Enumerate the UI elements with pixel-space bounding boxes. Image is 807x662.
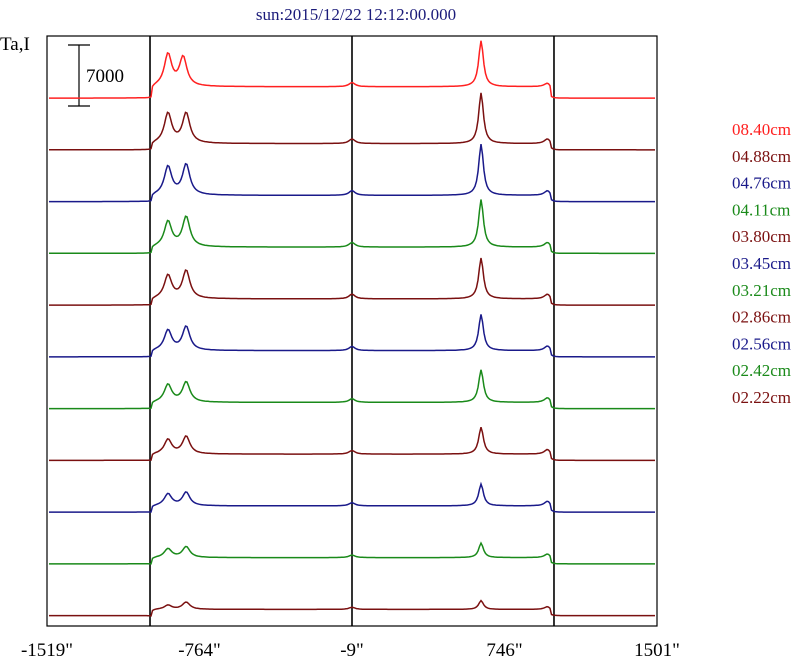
x-tick-label: 1501" <box>634 640 680 661</box>
legend-entry: 02.22cm <box>732 388 791 407</box>
series-line-02.86cm <box>49 427 655 462</box>
legend-entry: 02.86cm <box>732 308 791 327</box>
legend-entry: 02.56cm <box>732 334 791 353</box>
x-tick-label: 746" <box>486 640 522 661</box>
x-tick-label: -764" <box>178 640 221 661</box>
scale-bar-label: 7000 <box>86 66 124 87</box>
series-lines <box>49 40 655 617</box>
chart-title: sun:2015/12/22 12:12:00.000 <box>256 5 456 24</box>
series-line-02.56cm <box>49 481 655 513</box>
series-line-04.76cm <box>49 143 655 203</box>
series-line-02.22cm <box>49 599 655 617</box>
x-tick-label: -9" <box>340 640 364 661</box>
series-line-03.45cm <box>49 314 655 358</box>
legend: 08.40cm 04.88cm 04.76cm 04.11cm 03.80cm 03.45… <box>732 120 791 407</box>
legend-entry: 03.21cm <box>732 281 791 300</box>
legend-entry: 02.42cm <box>732 361 791 380</box>
series-line-03.80cm <box>49 257 655 306</box>
legend-entry: 04.11cm <box>732 200 790 219</box>
x-tick-label: -1519" <box>21 640 73 661</box>
series-line-08.40cm <box>49 40 655 99</box>
x-tick-labels: -1519" -764" -9" 746" 1501" <box>21 640 680 661</box>
legend-entry: 04.88cm <box>732 147 791 166</box>
legend-entry: 04.76cm <box>732 174 791 193</box>
series-line-04.88cm <box>49 92 655 151</box>
legend-entry: 03.45cm <box>732 254 791 273</box>
legend-entry: 03.80cm <box>732 227 791 246</box>
legend-entry: 08.40cm <box>732 120 791 139</box>
series-line-04.11cm <box>49 199 655 255</box>
y-axis-label: Ta,I <box>0 34 30 55</box>
scale-bar: 7000 <box>68 44 124 107</box>
vertical-markers <box>149 36 555 626</box>
series-line-02.42cm <box>49 541 655 565</box>
series-line-03.21cm <box>49 369 655 410</box>
